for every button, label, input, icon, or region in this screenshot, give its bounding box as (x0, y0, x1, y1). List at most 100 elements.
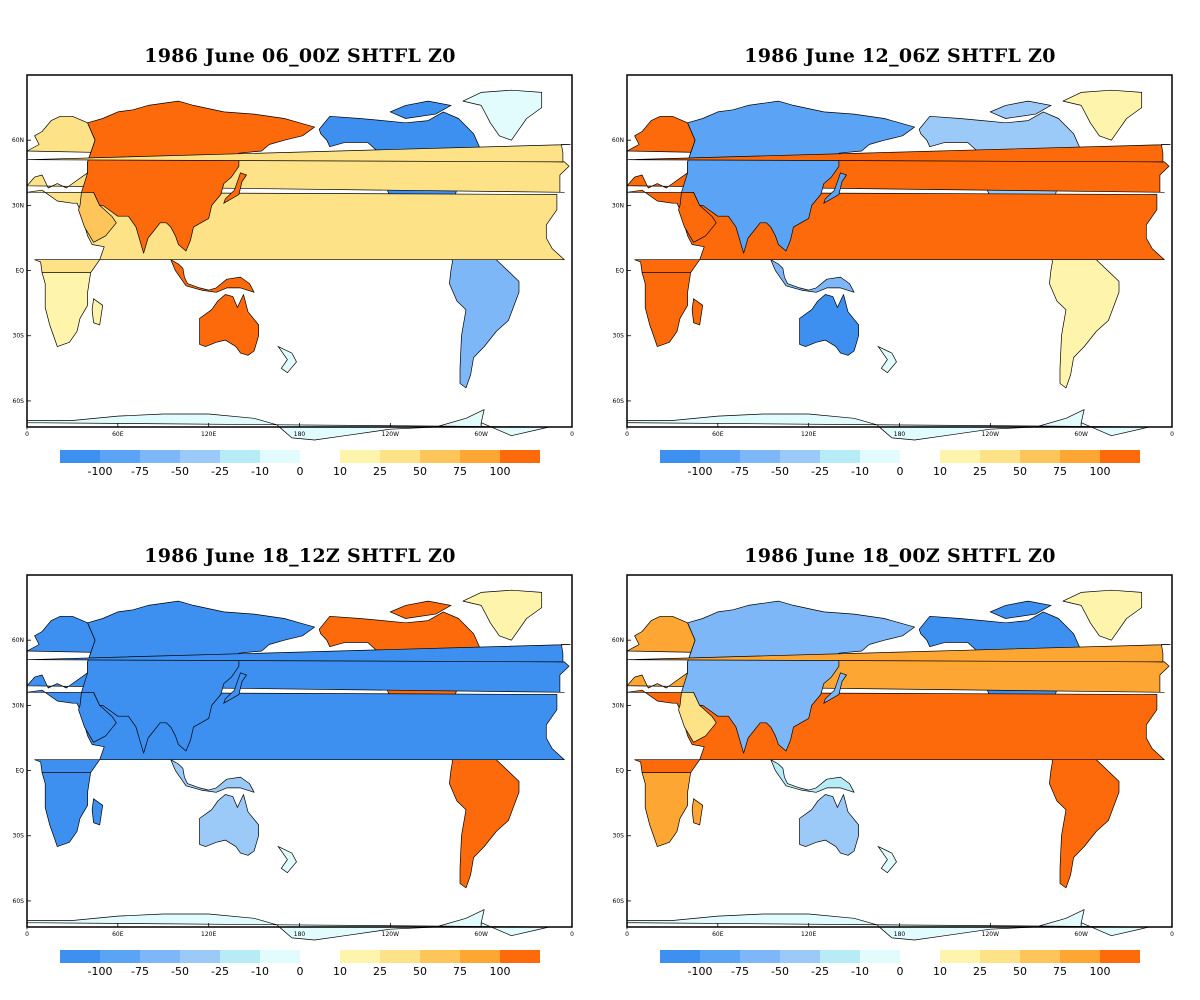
colorbar-label: 25 (373, 465, 387, 478)
colorbar-label: -50 (771, 965, 789, 978)
colorbar-label: 0 (296, 465, 304, 478)
landmass-greenland (1062, 589, 1143, 641)
colorbar-swatch (1060, 950, 1100, 963)
lat-tick-label: 30N (12, 702, 24, 709)
map-panel-1: 1986 June 06_00Z SHTFL Z0 0 60E 120E 180 120… (0, 0, 600, 500)
landmass-greenland (1062, 89, 1143, 141)
colorbar-swatch (860, 950, 900, 963)
lon-tick-label: 180 (294, 931, 306, 938)
lon-tick-label: 60E (112, 431, 124, 438)
land-masses (26, 589, 571, 941)
colorbar-label: 0 (896, 965, 904, 978)
colorbar-label: 50 (413, 465, 427, 478)
colorbar-swatch (940, 450, 980, 463)
island-3 (989, 600, 1052, 619)
landmass-asia (681, 600, 915, 754)
landmass-africa-south (641, 272, 691, 347)
island-3 (389, 600, 452, 619)
colorbar-label: 10 (333, 965, 347, 978)
colorbar-label: 50 (413, 965, 427, 978)
landmass-australia (799, 794, 859, 856)
lon-tick-label: 180 (294, 431, 306, 438)
colorbar-label: -10 (251, 465, 269, 478)
colorbar-swatch (140, 450, 180, 463)
lon-tick-label: 120W (382, 931, 399, 938)
island-0 (26, 644, 571, 663)
colorbar-label: -10 (251, 965, 269, 978)
colorbar-swatch (460, 950, 500, 963)
colorbar-swatch (980, 950, 1020, 963)
colorbar-label: 75 (453, 465, 467, 478)
lon-tick-label: 0 (1170, 431, 1174, 438)
island-2 (91, 798, 104, 826)
island-0 (626, 644, 1171, 663)
landmass-antarctica (26, 909, 550, 941)
colorbar-swatch (740, 450, 780, 463)
colorbar-label: 0 (296, 965, 304, 978)
lat-tick-label: 30N (12, 202, 24, 209)
colorbar-label: 75 (1053, 465, 1067, 478)
colorbar-label: 25 (973, 965, 987, 978)
colorbar-swatch (500, 950, 540, 963)
colorbar-label: -50 (171, 465, 189, 478)
colorbar-label: -25 (811, 465, 829, 478)
lon-tick-label: 120E (801, 431, 816, 438)
colorbar-swatch (380, 950, 420, 963)
colorbar-label: -10 (851, 965, 869, 978)
lat-tick-label: 30N (612, 202, 624, 209)
colorbar-swatch (660, 950, 700, 963)
lat-tick-label: EQ (15, 268, 24, 275)
lon-tick-label: 0 (25, 931, 29, 938)
colorbar-swatch (380, 450, 420, 463)
lon-tick-label: 60W (474, 931, 488, 938)
lon-tick-label: 180 (894, 431, 906, 438)
colorbar-swatch (820, 950, 860, 963)
lon-tick-label: 120E (201, 431, 216, 438)
colorbar-label: 75 (1053, 965, 1067, 978)
lon-tick-label: 0 (570, 931, 574, 938)
panel-title: 1986 June 18_12Z SHTFL Z0 (144, 545, 456, 567)
landmass-australia (199, 294, 259, 356)
colorbar-label: -10 (851, 465, 869, 478)
colorbar-label: 100 (489, 965, 511, 978)
lon-tick-label: 0 (625, 931, 629, 938)
island-1 (223, 672, 248, 704)
island-4 (877, 345, 897, 374)
lat-tick-label: 60N (612, 137, 624, 144)
lon-tick-label: 0 (1170, 931, 1174, 938)
colorbar-swatch (780, 450, 820, 463)
lon-tick-label: 0 (570, 431, 574, 438)
lon-tick-label: 120E (201, 931, 216, 938)
colorbar-label: 0 (896, 465, 904, 478)
landmass-australia (199, 794, 259, 856)
colorbar-swatch (860, 450, 900, 463)
lon-tick-label: 120W (982, 431, 999, 438)
colorbar-swatch (220, 950, 260, 963)
lat-tick-label: 30S (613, 333, 625, 340)
lat-tick-label: 60N (12, 137, 24, 144)
colorbar-swatch (60, 950, 100, 963)
lat-tick-label: 30S (613, 833, 625, 840)
lat-tick-label: 30S (13, 333, 25, 340)
colorbar-swatch (700, 950, 740, 963)
landmass-greenland (462, 89, 543, 141)
landmass-south-america (449, 746, 520, 889)
colorbar-label: -25 (811, 965, 829, 978)
colorbar-swatch (340, 450, 380, 463)
colorbar-label: -75 (131, 965, 149, 978)
colorbar-swatch (420, 950, 460, 963)
landmass-australia (799, 294, 859, 356)
colorbar-label: -100 (687, 965, 713, 978)
island-2 (691, 798, 704, 826)
colorbar-label: -75 (131, 465, 149, 478)
landmass-se-asia (770, 759, 855, 793)
island-0 (26, 144, 571, 163)
lon-tick-label: 60W (1074, 931, 1088, 938)
landmass-se-asia (170, 259, 255, 293)
world-map: 0 60E 120E 180 120W 60W 0 60N 30N EQ 30S 60S (612, 74, 1174, 441)
landmass-antarctica (26, 409, 550, 441)
lon-tick-label: 60E (712, 931, 724, 938)
colorbar-swatch (740, 950, 780, 963)
colorbar-label: 100 (489, 465, 511, 478)
landmass-asia (81, 100, 315, 254)
